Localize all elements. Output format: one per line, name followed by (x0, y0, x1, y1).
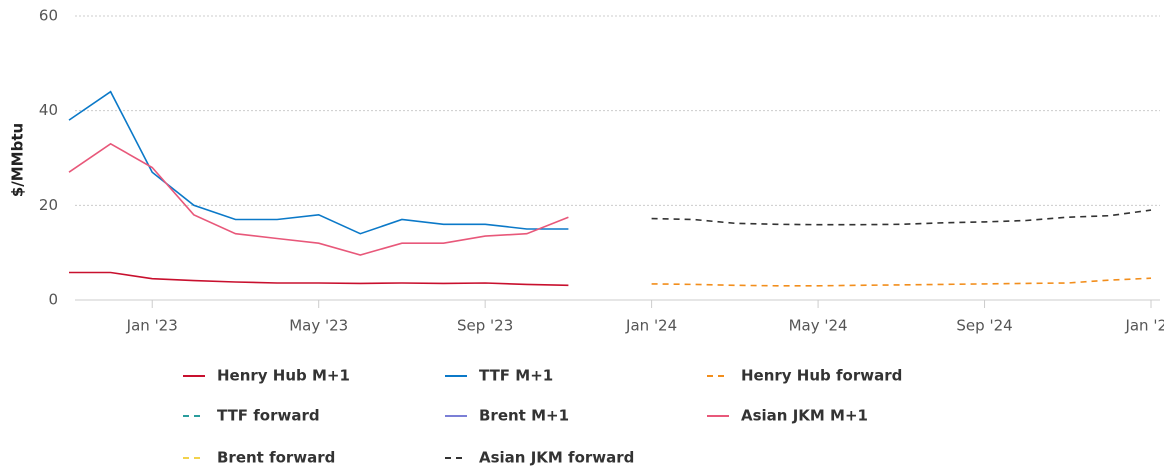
legend-label: Brent M+1 (479, 407, 569, 425)
legend-label: TTF forward (217, 407, 320, 425)
y-axis-label: $/MMbtu (9, 123, 27, 197)
legend-label: Asian JKM M+1 (741, 407, 868, 425)
x-tick-label: Sep '23 (457, 317, 513, 335)
y-tick-label: 40 (39, 101, 58, 119)
x-tick-label: Sep '24 (956, 317, 1012, 335)
y-tick-label: 60 (39, 7, 58, 25)
legend-label: Brent forward (217, 449, 335, 467)
x-tick-label: May '23 (289, 317, 348, 335)
x-tick-label: May '24 (789, 317, 848, 335)
x-tick-label: Jan '23 (126, 317, 178, 335)
legend-label: Henry Hub forward (741, 367, 902, 385)
series-line (69, 271, 569, 287)
x-tick-label: Jan '25 (1124, 317, 1164, 335)
series-line (68, 142, 569, 256)
series-line (68, 90, 569, 235)
legend-label: Henry Hub M+1 (217, 367, 350, 385)
y-tick-label: 20 (39, 196, 58, 214)
y-tick-label: 0 (48, 291, 58, 309)
series-line (651, 209, 1152, 226)
x-tick-label: Jan '24 (625, 317, 677, 335)
series-line (651, 277, 1152, 287)
legend-label: TTF M+1 (479, 367, 553, 385)
legend-label: Asian JKM forward (479, 449, 634, 467)
